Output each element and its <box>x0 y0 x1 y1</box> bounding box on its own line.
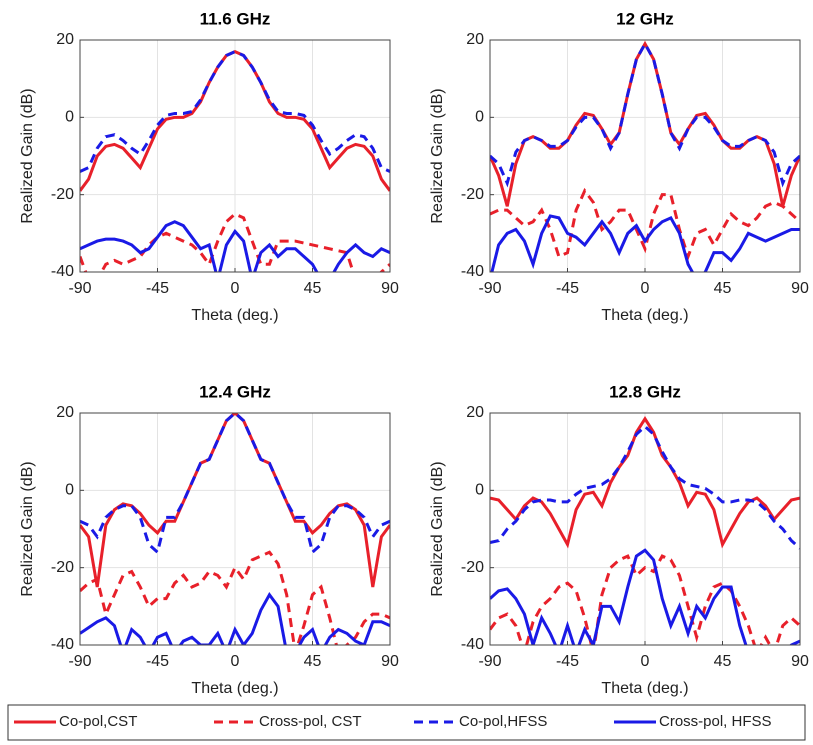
x-tick-label: -90 <box>478 280 501 297</box>
chart-title: 11.6 GHz <box>200 9 271 28</box>
series-line <box>80 49 390 192</box>
y-tick-label: -20 <box>461 559 484 576</box>
series-line <box>490 187 800 262</box>
series-line <box>490 214 800 272</box>
series-line <box>490 554 800 645</box>
x-axis-label: Theta (deg.) <box>191 680 278 697</box>
series-line <box>490 424 800 550</box>
x-tick-label: 90 <box>791 653 809 670</box>
y-axis-label: Realized Gain (dB) <box>429 88 446 223</box>
plot-lines <box>80 49 390 272</box>
axes-frame <box>489 412 801 646</box>
x-tick-label: -90 <box>478 653 501 670</box>
chart-title: 12.4 GHz <box>199 382 271 401</box>
series-line <box>80 413 390 588</box>
x-axis-label: Theta (deg.) <box>601 680 688 697</box>
legend-label: Co-pol,HFSS <box>459 713 547 730</box>
y-axis-label: Realized Gain (dB) <box>429 461 446 596</box>
y-tick-label: 0 <box>475 482 484 499</box>
x-tick-label: 0 <box>231 280 240 297</box>
y-tick-label: -40 <box>51 636 74 653</box>
x-tick-label: -90 <box>68 280 91 297</box>
x-tick-label: 90 <box>381 280 399 297</box>
legend-label: Cross-pol, CST <box>259 713 362 730</box>
y-tick-label: -20 <box>461 186 484 203</box>
y-axis-label: Realized Gain (dB) <box>19 88 36 223</box>
chart-title: 12.8 GHz <box>609 382 681 401</box>
axes-frame <box>489 39 801 273</box>
x-tick-label: 0 <box>231 653 240 670</box>
series-line <box>80 220 390 272</box>
y-axis-label: Realized Gain (dB) <box>19 461 36 596</box>
y-tick-label: 0 <box>65 482 74 499</box>
x-tick-label: -90 <box>68 653 91 670</box>
x-tick-label: -45 <box>146 280 169 297</box>
axes-frame <box>79 412 391 646</box>
y-tick-label: -20 <box>51 559 74 576</box>
y-tick-label: 0 <box>475 109 484 126</box>
x-tick-label: 45 <box>714 280 732 297</box>
y-tick-label: -20 <box>51 186 74 203</box>
axes-frame <box>79 39 391 273</box>
legend-label: Cross-pol, HFSS <box>659 713 772 730</box>
x-tick-label: 90 <box>381 653 399 670</box>
plot-lines <box>490 416 800 645</box>
series-line <box>80 212 390 272</box>
legend-label: Co-pol,CST <box>59 713 137 730</box>
series-line <box>80 550 390 645</box>
y-tick-label: 20 <box>466 31 484 48</box>
x-axis-label: Theta (deg.) <box>191 307 278 324</box>
y-tick-label: -40 <box>461 263 484 280</box>
x-tick-label: 0 <box>641 653 650 670</box>
plot-lines <box>490 40 800 272</box>
y-tick-label: -40 <box>51 263 74 280</box>
x-axis-label: Theta (deg.) <box>601 307 688 324</box>
x-tick-label: 90 <box>791 280 809 297</box>
chart-title: 12 GHz <box>616 9 674 28</box>
x-tick-label: 0 <box>641 280 650 297</box>
series-line <box>490 416 800 549</box>
series-line <box>80 49 390 173</box>
x-tick-label: 45 <box>304 280 322 297</box>
x-tick-label: 45 <box>304 653 322 670</box>
y-tick-label: -40 <box>461 636 484 653</box>
y-tick-label: 20 <box>56 404 74 421</box>
y-tick-label: 20 <box>466 404 484 421</box>
plot-lines <box>80 413 390 645</box>
x-tick-label: -45 <box>146 653 169 670</box>
series-line <box>490 40 800 188</box>
x-tick-label: -45 <box>556 653 579 670</box>
y-tick-label: 20 <box>56 31 74 48</box>
y-tick-label: 0 <box>65 109 74 126</box>
x-tick-label: 45 <box>714 653 732 670</box>
x-tick-label: -45 <box>556 280 579 297</box>
legend-box <box>7 704 806 741</box>
series-line <box>490 548 800 645</box>
series-line <box>80 591 390 645</box>
